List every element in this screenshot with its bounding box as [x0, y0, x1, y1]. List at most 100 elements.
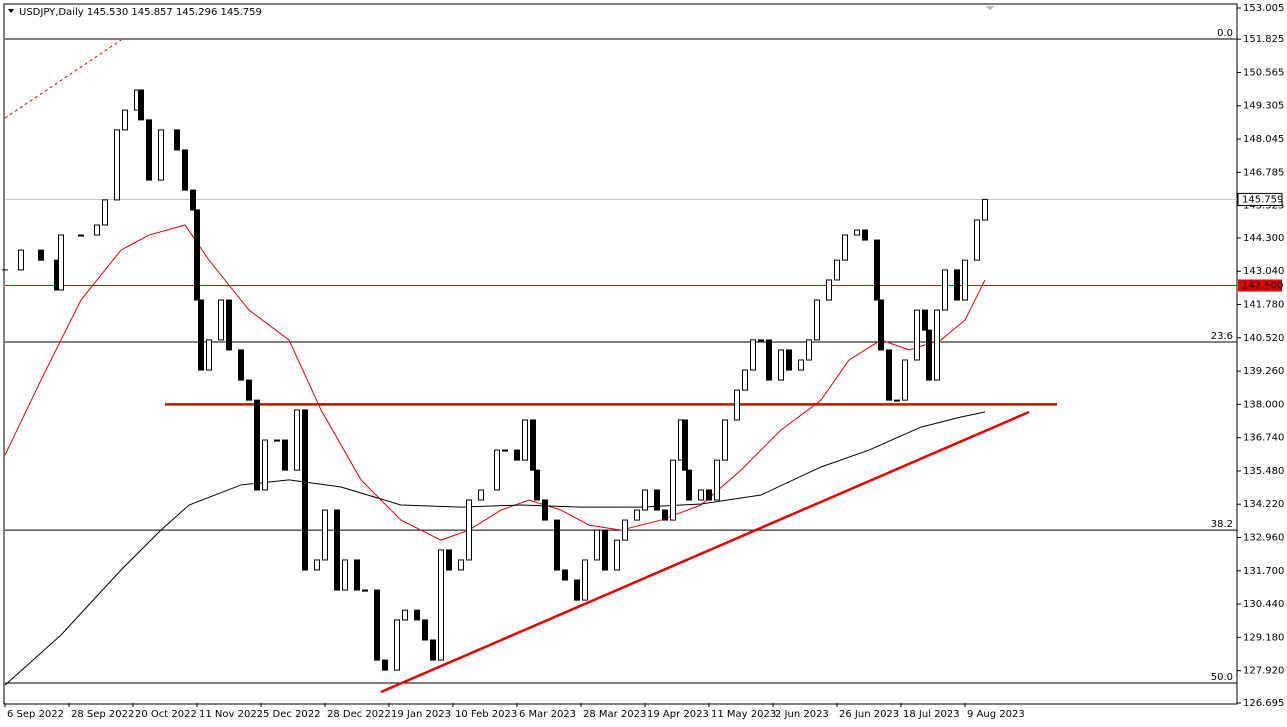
x-tick-label: 26 Jun 2023 [839, 709, 899, 720]
candle [766, 339, 772, 381]
candle [190, 189, 196, 211]
candle [502, 449, 508, 452]
y-tick-label: 151.825 [1243, 34, 1284, 45]
candle [314, 559, 320, 571]
candle [594, 529, 600, 561]
candle [862, 229, 868, 241]
candle [974, 219, 980, 261]
y-tick-label: 131.700 [1243, 566, 1284, 577]
candle [778, 349, 784, 381]
y-tick-label: 135.480 [1243, 466, 1284, 477]
candle [342, 559, 348, 591]
candle [146, 119, 152, 181]
candle [722, 419, 728, 461]
candle [194, 209, 200, 301]
candle [354, 559, 360, 591]
candle [562, 569, 568, 581]
candle [362, 589, 368, 592]
candle [954, 269, 960, 301]
fib-label: 0.0 [1217, 28, 1233, 39]
candle [494, 449, 500, 491]
candle [522, 419, 528, 461]
x-tick-label: 2 Jun 2023 [775, 709, 829, 720]
candle [262, 439, 268, 491]
y-tick-label: 148.045 [1243, 134, 1284, 145]
trend-line [380, 410, 1030, 694]
fib-label: 23.6 [1211, 331, 1233, 342]
y-tick-label: 145.525 [1243, 201, 1284, 212]
candle [238, 349, 244, 381]
candle [698, 489, 704, 501]
candle [894, 399, 900, 402]
candle [402, 609, 408, 621]
x-tick-label: 9 Aug 2023 [967, 709, 1025, 720]
candle [302, 409, 308, 571]
x-tick-label: 6 Mar 2023 [519, 709, 576, 720]
candle [94, 224, 100, 236]
candle [602, 529, 608, 571]
candle [102, 199, 108, 226]
x-tick-label: 10 Feb 2023 [455, 709, 517, 720]
candle [926, 329, 932, 381]
y-tick-label: 149.305 [1243, 101, 1284, 112]
candle [686, 469, 692, 501]
y-tick-label: 144.300 [1243, 233, 1284, 244]
red-level-tag: 142.500 [1242, 280, 1283, 291]
candle [226, 299, 232, 351]
y-tick-label: 136.740 [1243, 433, 1284, 444]
candle [786, 349, 792, 371]
candle [814, 299, 820, 341]
candle [826, 279, 832, 301]
candle [382, 659, 388, 671]
price-tag-bg [1237, 192, 1283, 206]
candle [962, 259, 968, 301]
plot-frame [3, 3, 1238, 705]
candle [58, 234, 64, 291]
candle [206, 339, 212, 371]
candle [942, 269, 948, 311]
candle [514, 449, 520, 461]
x-tick-label: 6 Sep 2022 [7, 709, 64, 720]
candle [430, 639, 436, 661]
fib-label: 38.2 [1211, 519, 1233, 530]
candle [662, 509, 668, 521]
candle [682, 419, 688, 471]
y-tick-label: 143.040 [1243, 266, 1284, 277]
candle [806, 339, 812, 361]
candle [18, 249, 24, 271]
candle [138, 89, 144, 121]
y-tick-label: 130.440 [1243, 599, 1284, 610]
candle [642, 489, 648, 511]
x-tick-label: 28 Sep 2022 [71, 709, 134, 720]
x-tick-label: 11 Nov 2022 [199, 709, 263, 720]
candle [294, 409, 300, 471]
candle [446, 549, 452, 571]
x-tick-label: 28 Dec 2022 [327, 709, 391, 720]
candle [438, 549, 444, 661]
y-tick-label: 140.520 [1243, 333, 1284, 344]
candle [198, 299, 204, 371]
candle [614, 539, 620, 571]
y-tick-label: 134.220 [1243, 499, 1284, 510]
price-tag: 145.759 [1242, 194, 1283, 205]
candle [654, 489, 660, 511]
candle [274, 439, 280, 442]
candle [842, 234, 848, 261]
menu-arrow[interactable] [8, 9, 14, 13]
y-tick-label: 129.180 [1243, 632, 1284, 643]
y-tick-label: 139.260 [1243, 366, 1284, 377]
candle [622, 519, 628, 541]
candle [422, 619, 428, 641]
dotted-line [4, 39, 122, 119]
candle [922, 309, 928, 331]
candle [38, 249, 44, 261]
candle [458, 559, 464, 571]
candle [934, 309, 940, 381]
moving-average [4, 411, 986, 686]
candle [914, 309, 920, 361]
candle [878, 299, 884, 351]
y-tick-label: 150.565 [1243, 67, 1284, 78]
candle [574, 579, 580, 601]
candle [982, 198, 988, 221]
